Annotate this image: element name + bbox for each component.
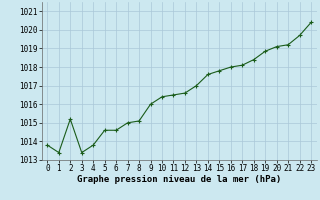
X-axis label: Graphe pression niveau de la mer (hPa): Graphe pression niveau de la mer (hPa) bbox=[77, 175, 281, 184]
